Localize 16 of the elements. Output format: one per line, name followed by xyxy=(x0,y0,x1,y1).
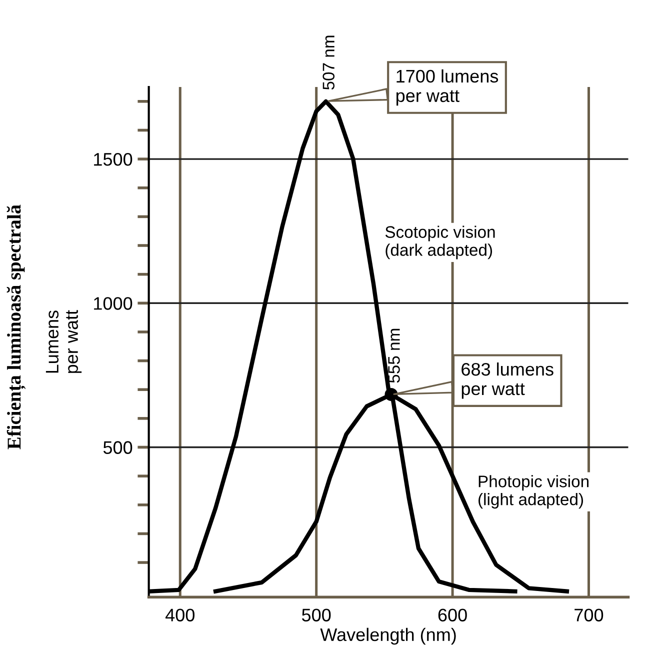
annotation: 555 nm xyxy=(388,328,400,383)
annotation: 1700 lumens per watt xyxy=(396,69,498,106)
y-tick-label: 500 xyxy=(103,441,132,454)
y-tick-label: 1000 xyxy=(94,297,132,310)
text: Eficiența luminoasă spectrală xyxy=(6,204,26,450)
x-tick-label: 700 xyxy=(574,608,604,622)
x-tick-label: 600 xyxy=(438,608,467,622)
x-tick-label: 400 xyxy=(165,608,194,622)
series-label: Scotopic vision (dark adapted) xyxy=(385,226,495,260)
x-tick-label: 500 xyxy=(302,608,331,622)
y-tick-label: 1500 xyxy=(94,152,132,166)
annotation: 683 lumens per watt xyxy=(462,362,554,399)
annotation: 507 nm xyxy=(322,36,335,90)
series-label: Photopic vision (light adapted) xyxy=(478,475,589,509)
x-axis-title: Wavelength (nm) xyxy=(320,628,456,645)
y-axis-title: Lumens per watt xyxy=(46,310,82,373)
